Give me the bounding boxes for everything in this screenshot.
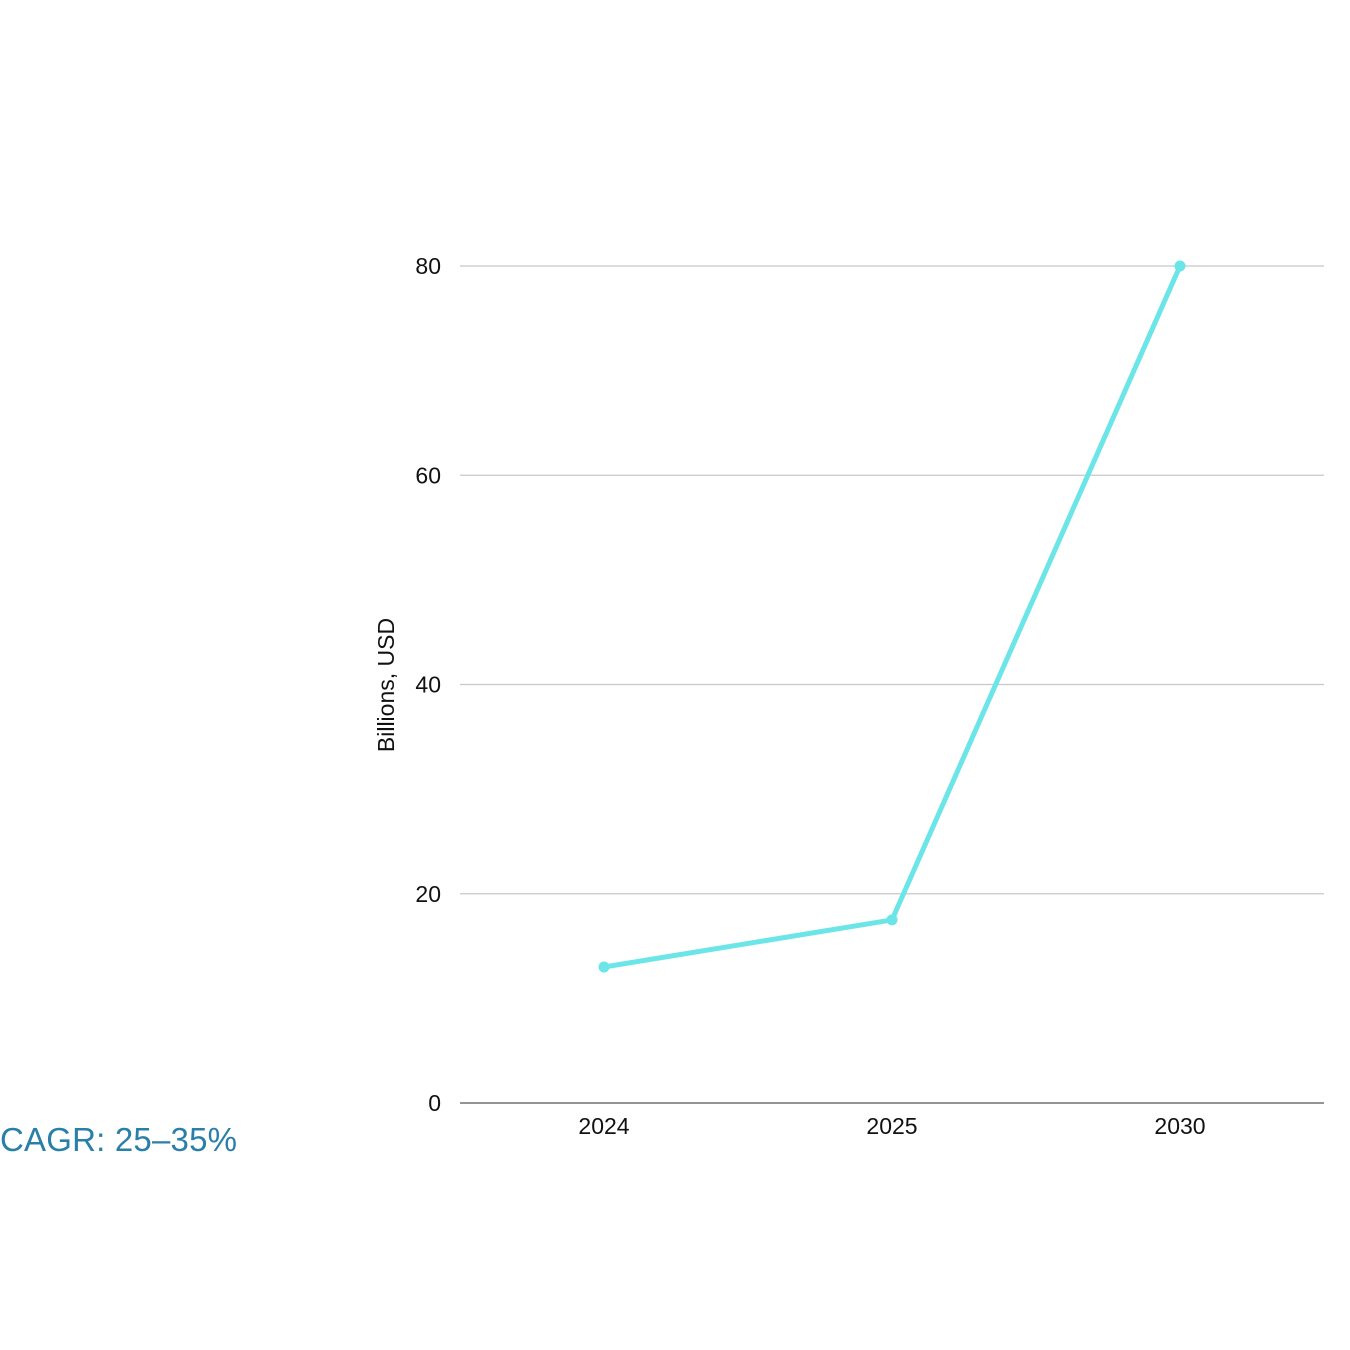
- y-tick-label: 20: [415, 881, 441, 907]
- y-tick-labels: 0 20 40 60 80: [415, 253, 441, 1116]
- y-tick-label: 80: [415, 253, 441, 279]
- data-point: [886, 914, 898, 926]
- y-axis-title: Billions, USD: [373, 618, 399, 752]
- y-tick-label: 40: [415, 672, 441, 698]
- data-point: [598, 961, 610, 973]
- y-tick-label: 0: [428, 1090, 441, 1116]
- series-layer: [598, 260, 1186, 973]
- cagr-annotation: CAGR: 25–35%: [0, 1121, 238, 1158]
- y-tick-label: 60: [415, 462, 441, 488]
- x-tick-label: 2030: [1154, 1113, 1205, 1139]
- x-tick-label: 2025: [866, 1113, 917, 1139]
- data-point: [1174, 260, 1186, 272]
- x-tick-labels: 2024 2025 2030: [578, 1113, 1205, 1139]
- x-tick-label: 2024: [578, 1113, 629, 1139]
- series-line: [601, 263, 1183, 970]
- gridlines: [460, 265, 1324, 895]
